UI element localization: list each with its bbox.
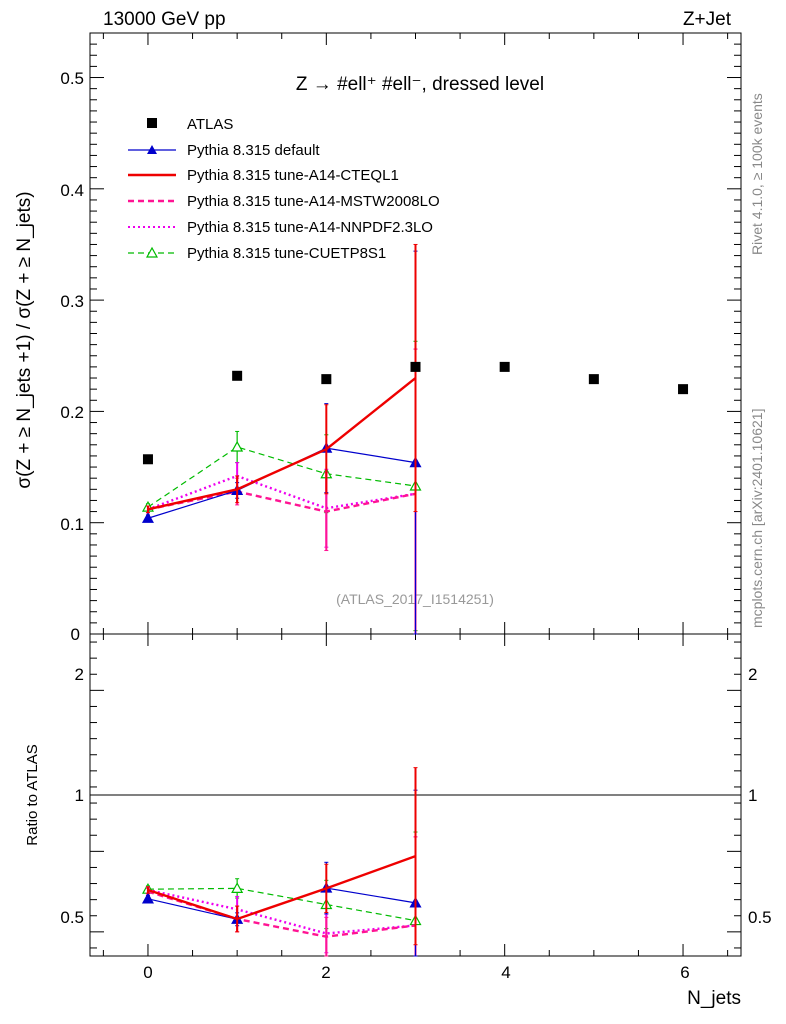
x-tick-label-2: 2 [321, 963, 330, 982]
y-tick-label-main-0.3: 0.3 [60, 292, 84, 311]
y-axis-title-main: σ(Z + ≥ N_jets +1) / σ(Z + ≥ N_jets) [14, 191, 35, 488]
atlas-data-point [588, 374, 599, 385]
atlas-data-point [321, 374, 332, 385]
y-tick-label-main-0.4: 0.4 [60, 181, 84, 200]
main-marker-pythia-8-315-default [141, 512, 154, 523]
x-tick-label-6: 6 [680, 963, 689, 982]
plot-title: Z → #ell⁺ #ell⁻, dressed level [296, 74, 544, 95]
y-tick-label-main-0.2: 0.2 [60, 403, 84, 422]
x-tick-label-0: 0 [143, 963, 152, 982]
legend-label-mstw: Pythia 8.315 tune-A14-MSTW2008LO [187, 193, 440, 210]
legend-label-cuetp8s1: Pythia 8.315 tune-CUETP8S1 [187, 245, 386, 262]
y-tick-label-ratio-2-left: 2 [75, 665, 84, 684]
legend-label-atlas: ATLAS [187, 116, 233, 133]
legend-label-default: Pythia 8.315 default [187, 142, 320, 159]
legend-label-cteql1: Pythia 8.315 tune-A14-CTEQL1 [187, 167, 399, 184]
main-line-pythia-8-315-tune-cuetp8s1 [147, 446, 416, 508]
x-axis-title: N_jets [687, 988, 741, 1009]
main-series [141, 243, 422, 635]
axis-tick-labels: 0.1 0.2 0.3 0.4 0.5 0 0.5 1 2 0.5 1 2 0 … [60, 69, 771, 982]
atlas-data-point [499, 361, 510, 372]
x-tick-label-4: 4 [501, 963, 510, 982]
legend-marker-default [147, 145, 157, 154]
legend: ATLAS Pythia 8.315 default Pythia 8.315 … [128, 116, 440, 262]
ratio-line-pythia-8-315-tune-a14-cteql1 [147, 855, 416, 921]
ratio-series [141, 767, 422, 957]
y-tick-label-ratio-1-right: 1 [748, 786, 757, 805]
axis-ticks [90, 32, 741, 956]
y-tick-label-ratio-0.5-left: 0.5 [60, 908, 84, 927]
rivet-label: Rivet 4.1.0, ≥ 100k events [749, 93, 765, 255]
legend-marker-cuetp8s1 [145, 246, 159, 258]
ratio-line-pythia-8-315-tune-cuetp8s1 [147, 887, 416, 922]
y-axis-title-ratio: Ratio to ATLAS [24, 744, 41, 845]
y-tick-label-ratio-1-left: 1 [75, 786, 84, 805]
atlas-data-point [232, 370, 243, 381]
y-tick-label-main-0.5: 0.5 [60, 69, 84, 88]
y-tick-label-main-0.1: 0.1 [60, 515, 84, 534]
y-tick-label-ratio-0.5-right: 0.5 [748, 908, 772, 927]
ratio-marker-pythia-8-315-default [141, 892, 154, 904]
ratio-marker-pythia-8-315-tune-cuetp8s1 [231, 882, 244, 893]
main-line-pythia-8-315-default [147, 447, 416, 519]
legend-marker-atlas [147, 118, 157, 128]
ratio-line-pythia-8-315-tune-a14-nnpdf2-3lo [147, 888, 416, 935]
main-marker-pythia-8-315-tune-cuetp8s1 [231, 440, 244, 452]
main-data-points [142, 361, 689, 465]
atlas-data-point [142, 454, 153, 465]
process-label: Z+Jet [683, 9, 732, 30]
legend-label-nnpdf: Pythia 8.315 tune-A14-NNPDF2.3LO [187, 219, 433, 236]
atlas-data-point [410, 361, 421, 372]
y-tick-label-ratio-2-right: 2 [748, 665, 757, 684]
main-line-pythia-8-315-tune-a14-nnpdf2-3lo [147, 474, 416, 511]
mcplots-label: mcplots.cern.ch [arXiv:2401.10621] [749, 409, 765, 628]
y-tick-label-main-0: 0 [71, 625, 80, 644]
energy-label: 13000 GeV pp [103, 9, 226, 30]
main-line-pythia-8-315-tune-a14-cteql1 [147, 377, 417, 511]
atlas-data-point [678, 384, 689, 395]
